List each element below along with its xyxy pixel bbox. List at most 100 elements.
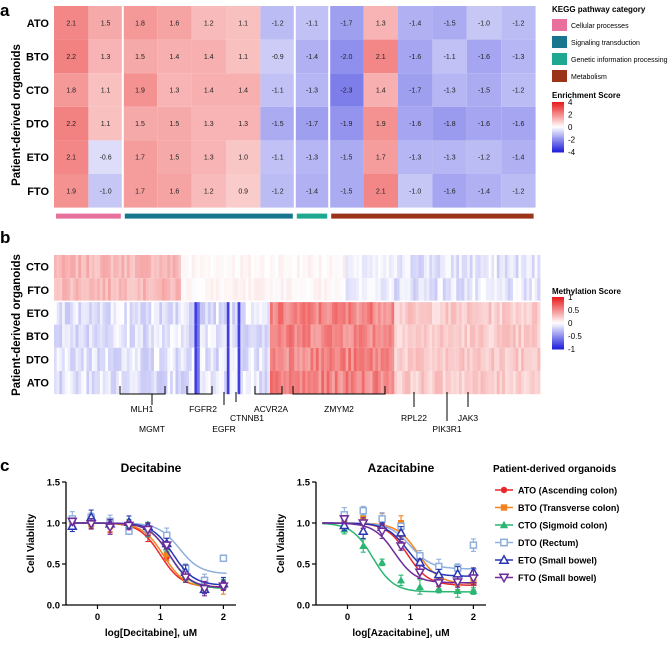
methylation-cell <box>108 255 112 279</box>
methylation-cell <box>340 278 344 302</box>
methylation-cell <box>232 255 236 279</box>
methylation-cell <box>199 371 203 395</box>
methylation-cell <box>483 371 487 395</box>
colorbar-segment <box>552 303 564 306</box>
enrichment-cell <box>54 39 89 74</box>
methylation-cell <box>302 278 306 302</box>
methylation-cell <box>407 371 411 395</box>
colorbar-segment <box>552 145 564 148</box>
y-tick-label: 1.0 <box>47 519 60 530</box>
methylation-cell <box>216 255 220 279</box>
methylation-cell <box>221 324 225 348</box>
methylation-cell <box>342 255 346 279</box>
methylation-row-label: FTO <box>27 285 49 297</box>
methylation-cell <box>372 347 376 371</box>
methylation-cell <box>434 301 438 325</box>
enrichment-cell <box>260 6 295 40</box>
methylation-cell <box>199 301 203 325</box>
methylation-cell <box>54 347 58 371</box>
methylation-cell <box>116 301 120 325</box>
methylation-cell <box>91 255 95 279</box>
methylation-cell <box>307 301 311 325</box>
methylation-cell <box>321 324 325 348</box>
enrichment-value-label: 2.2 <box>66 54 76 61</box>
panel-label-a: a <box>0 1 10 20</box>
y-tick-label: 0.5 <box>47 560 61 571</box>
methylation-cell <box>175 278 179 302</box>
methylation-cell <box>531 371 535 395</box>
methylation-cell <box>472 324 476 348</box>
colorbar-tick: -2 <box>568 136 576 145</box>
methylation-cell <box>415 301 419 325</box>
enrichment-value-label: -1.6 <box>478 54 490 61</box>
enrichment-value-label: -1.7 <box>409 88 421 95</box>
enrichment-value-label: -1.3 <box>306 88 318 95</box>
methylation-cell <box>351 301 355 325</box>
enrichment-value-label: 1.3 <box>238 121 248 128</box>
enrichment-value-label: 1.6 <box>170 20 180 27</box>
enrichment-cell <box>88 174 123 208</box>
methylation-cell <box>105 301 109 325</box>
methylation-cell <box>529 255 533 279</box>
methylation-cell <box>450 278 454 302</box>
methylation-cell <box>502 347 506 371</box>
data-point <box>104 523 116 533</box>
methylation-cell <box>70 324 74 348</box>
methylation-cell <box>394 301 398 325</box>
methylation-cell <box>469 347 473 371</box>
methylation-cell <box>453 255 457 279</box>
enrichment-cell <box>294 140 330 174</box>
methylation-cell <box>437 371 441 395</box>
methylation-cell <box>518 324 522 348</box>
methylation-cell <box>75 255 79 279</box>
methylation-cell <box>383 347 387 371</box>
methylation-cell <box>243 278 247 302</box>
methylation-cell <box>364 278 368 302</box>
enrichment-value-label: -1.4 <box>306 188 318 195</box>
methylation-cell <box>526 255 530 279</box>
methylation-cell <box>86 324 90 348</box>
methylation-cell <box>124 371 128 395</box>
methylation-cell <box>483 347 487 371</box>
methylation-cell <box>153 301 157 325</box>
methylation-cell <box>159 347 163 371</box>
methylation-cell <box>502 301 506 325</box>
methylation-cell <box>151 371 155 395</box>
methylation-cell <box>337 255 341 279</box>
dose-legend-title: Patient-derived organoids <box>493 464 617 475</box>
methylation-cell <box>442 371 446 395</box>
methylation-cell <box>240 255 244 279</box>
methylation-cell <box>356 301 360 325</box>
enrichment-cell <box>294 174 330 208</box>
enrichment-value-label: -0.6 <box>100 155 112 162</box>
methylation-cell <box>75 371 79 395</box>
methylation-cell <box>164 347 168 371</box>
methylation-cell <box>70 255 74 279</box>
methylation-cell <box>299 371 303 395</box>
data-point <box>414 556 426 567</box>
methylation-cell <box>278 347 282 371</box>
methylation-cell <box>261 324 265 348</box>
category-bar <box>124 213 293 219</box>
methylation-cell <box>491 347 495 371</box>
methylation-cell <box>491 301 495 325</box>
methylation-cell <box>337 347 341 371</box>
category-swatch <box>552 19 567 31</box>
methylation-cell <box>334 301 338 325</box>
methylation-cell <box>486 371 490 395</box>
methylation-cell <box>172 278 176 302</box>
methylation-cell <box>54 371 58 395</box>
methylation-cell <box>367 347 371 371</box>
methylation-cell <box>475 324 479 348</box>
methylation-cell <box>318 324 322 348</box>
methylation-cell <box>102 371 106 395</box>
colorbar-segment <box>552 342 564 345</box>
methylation-cell <box>56 347 60 371</box>
enrichment-cell <box>501 73 536 107</box>
methylation-cell <box>375 278 379 302</box>
methylation-cell <box>143 347 147 371</box>
colorbar-segment <box>552 329 564 332</box>
methylation-cell <box>213 278 217 302</box>
data-point <box>435 562 443 571</box>
methylation-cell <box>502 371 506 395</box>
